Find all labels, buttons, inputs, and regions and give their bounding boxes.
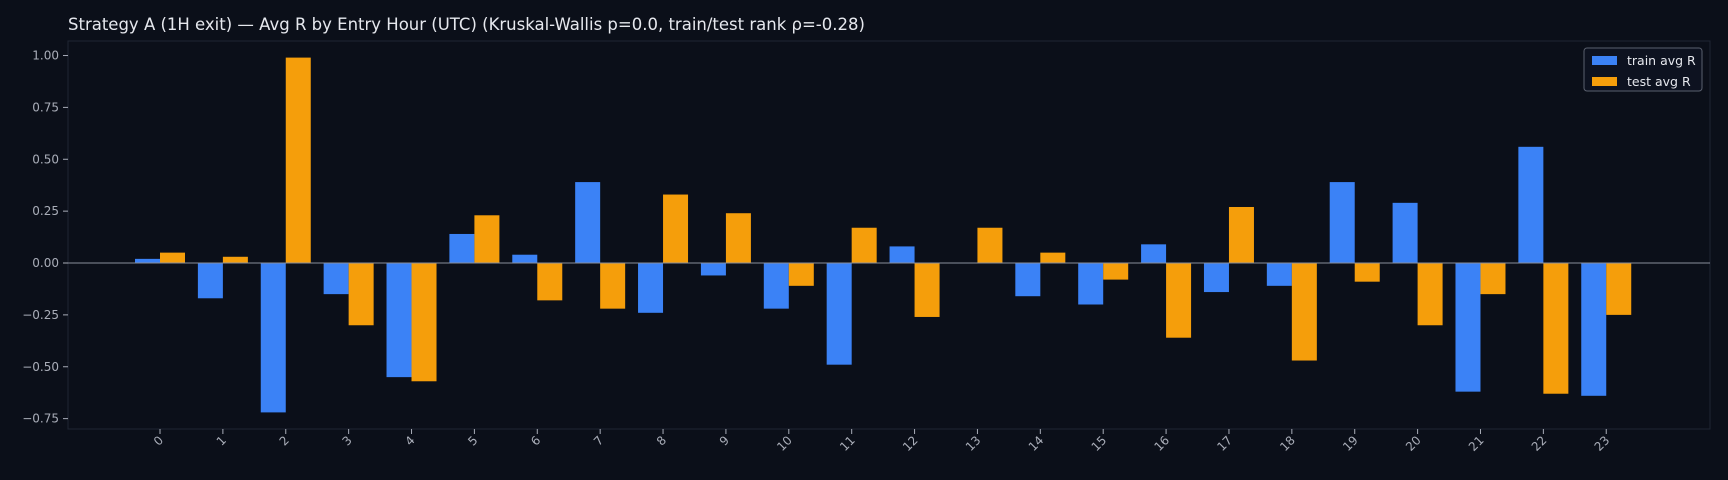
legend: train avg R test avg R [1583, 47, 1703, 92]
bar-test-hour-18 [1291, 263, 1317, 361]
x-tick-label: 14 [1026, 433, 1047, 454]
bar-test-hour-12 [914, 263, 940, 317]
x-tick-label: 1 [214, 433, 229, 448]
y-tick-label: 1.00 [32, 49, 59, 63]
x-tick-label: 12 [900, 433, 921, 454]
chart-title: Strategy A (1H exit) — Avg R by Entry Ho… [68, 15, 865, 34]
bar-train-hour-0 [135, 258, 160, 264]
bar-train-hour-3 [323, 263, 349, 295]
x-tick-label: 21 [1466, 433, 1487, 454]
x-tick-label: 7 [591, 433, 606, 448]
x-tick-label: 13 [963, 433, 984, 454]
bar-train-hour-14 [1015, 263, 1041, 297]
bar-train-hour-1 [197, 263, 223, 299]
bar-test-hour-19 [1354, 263, 1380, 282]
bar-train-hour-17 [1203, 263, 1229, 293]
x-tick-label: 11 [837, 433, 858, 454]
bar-test-hour-8 [663, 194, 689, 264]
x-axis: 0 1 2 3 4 5 6 7 8 9 10 11 12 13 14 15 16 17 18 19 20 21 22 23 [151, 429, 1613, 454]
y-tick-label: 0.75 [32, 100, 59, 114]
bar-test-hour-0 [160, 252, 185, 264]
bar-test-hour-9 [725, 213, 751, 264]
plot-area-frame [67, 40, 1711, 430]
bar-test-hour-20 [1417, 263, 1443, 326]
legend-swatch-train [1592, 56, 1617, 65]
bar-test-hour-21 [1480, 263, 1506, 295]
bar-test-hour-11 [851, 227, 877, 264]
x-tick-label: 19 [1340, 433, 1361, 454]
bar-test-hour-1 [222, 256, 248, 264]
bar-test-hour-15 [1103, 263, 1129, 280]
y-tick-label: −0.50 [22, 360, 59, 374]
x-tick-label: 6 [528, 433, 543, 448]
bar-test-hour-13 [977, 227, 1003, 264]
bar-test-hour-3 [348, 263, 374, 326]
x-tick-label: 4 [402, 433, 417, 448]
y-tick-label: 0.00 [32, 256, 59, 270]
bar-train-hour-11 [826, 263, 852, 365]
bar-train-hour-4 [386, 263, 412, 378]
y-tick-label: 0.50 [32, 152, 59, 166]
bar-train-hour-10 [763, 263, 789, 309]
bar-train-hour-22 [1518, 146, 1544, 264]
x-tick-label: 9 [717, 433, 732, 448]
bar-train-hour-5 [449, 233, 475, 264]
x-tick-label: 5 [465, 433, 480, 448]
bar-train-hour-19 [1329, 182, 1355, 264]
y-tick-label: 0.25 [32, 204, 59, 218]
x-tick-label: 17 [1214, 433, 1235, 454]
bars-group [135, 57, 1632, 413]
bar-test-hour-2 [285, 57, 311, 264]
bar-test-hour-10 [788, 263, 814, 286]
y-axis: −0.75 −0.50 −0.25 0.00 0.25 0.50 0.75 1.00 [22, 49, 68, 426]
bar-test-hour-4 [411, 263, 437, 382]
y-tick-label: −0.25 [22, 308, 59, 322]
bar-train-hour-20 [1392, 202, 1418, 264]
x-tick-label: 2 [277, 433, 292, 448]
x-tick-label: 15 [1089, 433, 1110, 454]
bar-train-hour-12 [889, 246, 915, 264]
x-tick-label: 16 [1151, 433, 1172, 454]
x-tick-label: 22 [1529, 433, 1550, 454]
bar-test-hour-16 [1166, 263, 1192, 338]
legend-swatch-test [1592, 77, 1617, 86]
bar-train-hour-18 [1266, 263, 1292, 286]
bar-train-hour-16 [1141, 244, 1167, 264]
bar-train-hour-8 [638, 263, 664, 313]
legend-label-train: train avg R [1627, 53, 1696, 68]
bar-test-hour-14 [1040, 252, 1066, 264]
legend-label-test: test avg R [1627, 74, 1691, 89]
bar-train-hour-23 [1581, 263, 1607, 396]
bar-train-hour-2 [260, 263, 286, 413]
bar-train-hour-15 [1078, 263, 1104, 305]
x-tick-label: 3 [339, 433, 354, 448]
bar-test-hour-6 [537, 263, 563, 301]
x-tick-label: 10 [774, 433, 795, 454]
bar-test-hour-23 [1606, 263, 1632, 315]
bar-train-hour-21 [1455, 263, 1481, 392]
bar-test-hour-22 [1543, 263, 1569, 394]
x-tick-label: 8 [654, 433, 669, 448]
x-tick-label: 0 [151, 433, 166, 448]
y-tick-label: −0.75 [22, 412, 59, 426]
bar-test-hour-5 [474, 215, 500, 264]
bar-test-hour-17 [1228, 206, 1254, 264]
x-tick-label: 23 [1592, 433, 1613, 454]
x-tick-label: 20 [1403, 433, 1424, 454]
bar-train-hour-6 [512, 254, 538, 264]
x-tick-label: 18 [1277, 433, 1298, 454]
bar-train-hour-7 [575, 182, 601, 264]
bar-test-hour-7 [600, 263, 626, 309]
bar-train-hour-9 [700, 263, 726, 276]
